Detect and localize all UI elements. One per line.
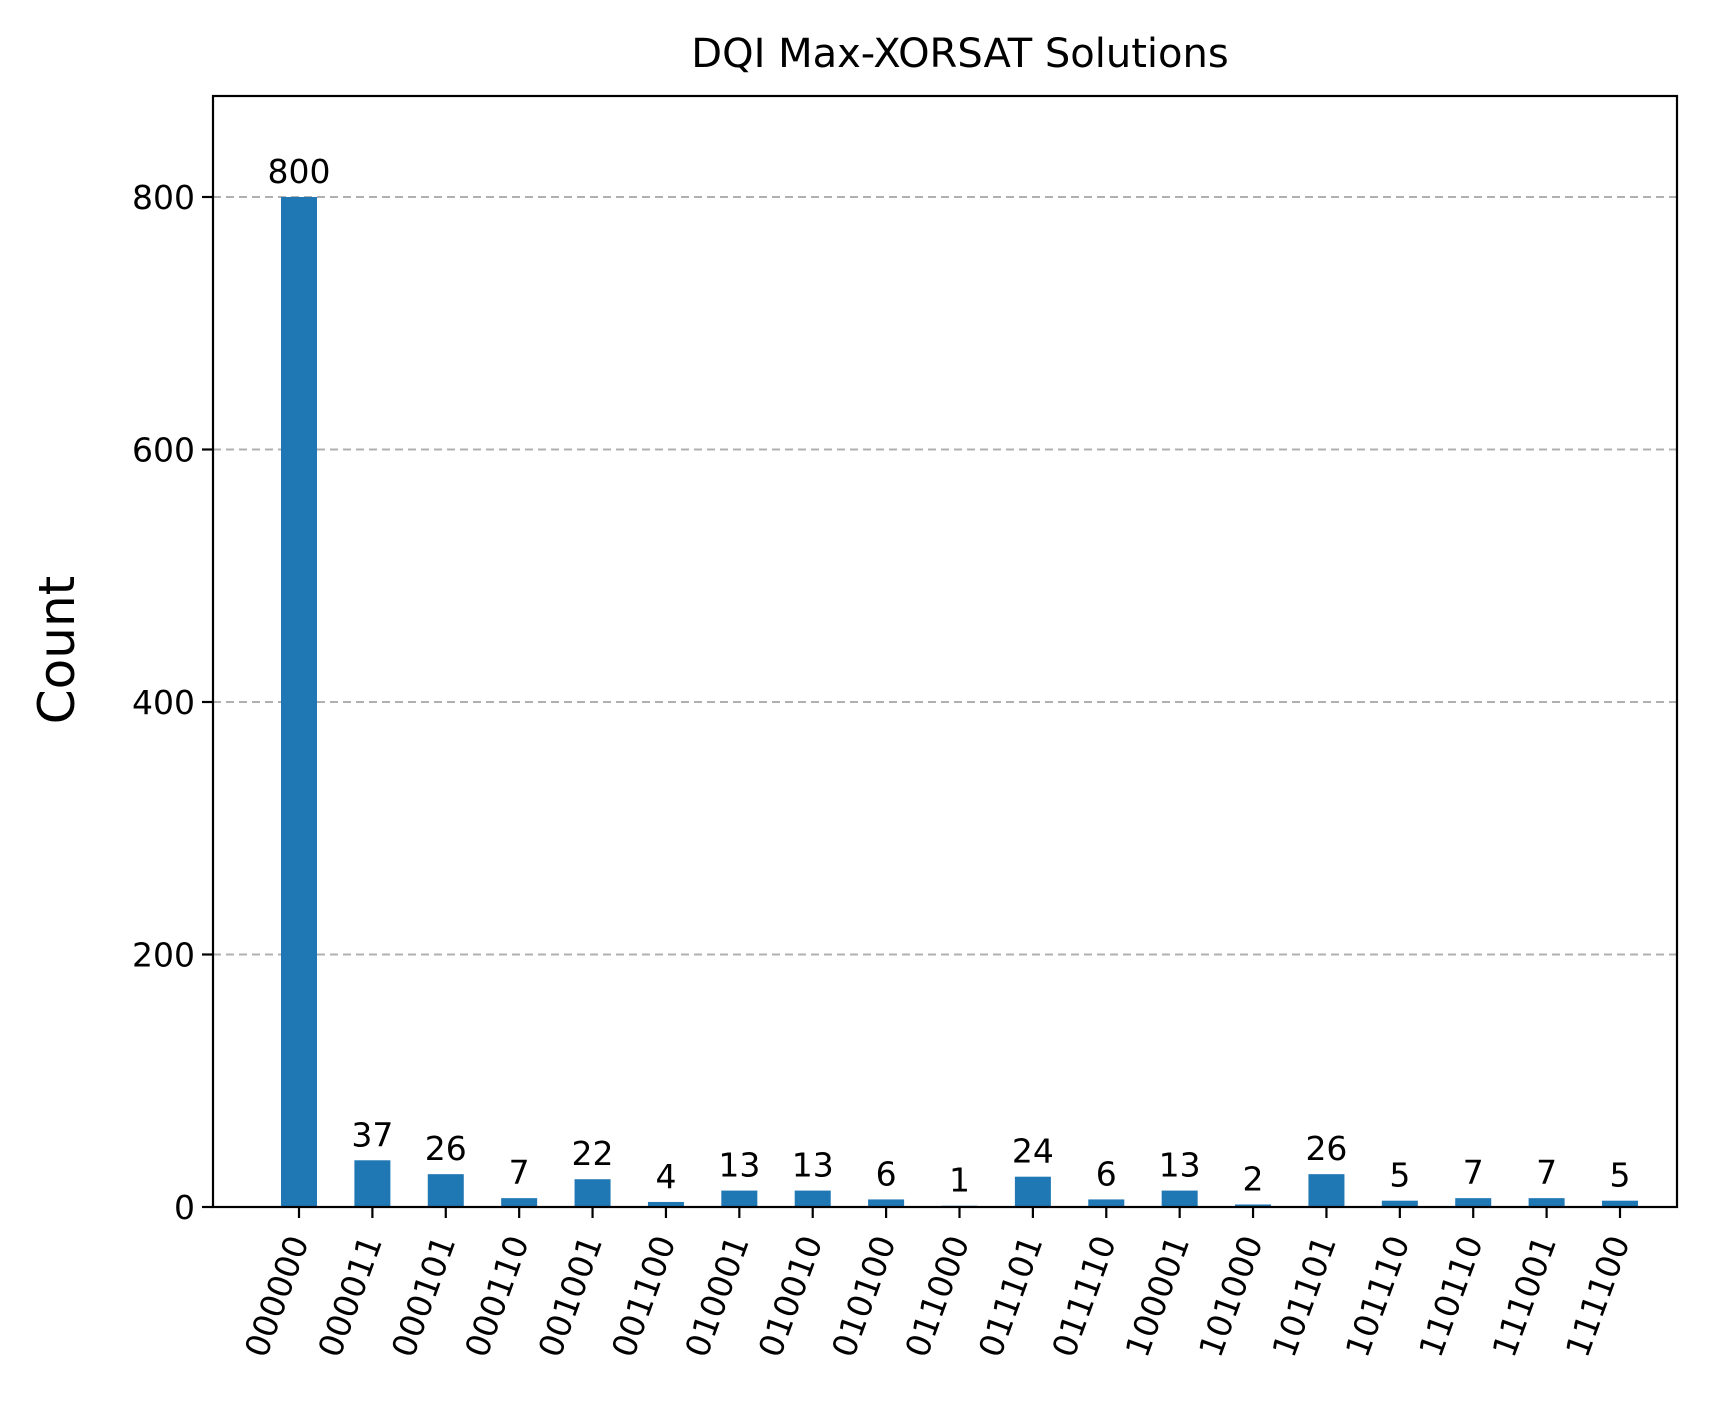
x-tick-label-111100: 111100 <box>1558 1230 1638 1362</box>
x-tick-label-011101: 011101 <box>971 1230 1051 1362</box>
bar-101000 <box>1235 1204 1272 1207</box>
x-tick-label-110110: 110110 <box>1411 1230 1491 1362</box>
bar-011110 <box>1088 1199 1125 1207</box>
x-tick-label-011000: 011000 <box>897 1230 977 1362</box>
y-tick-label: 400 <box>132 683 195 722</box>
data-label-111100: 5 <box>1610 1156 1631 1195</box>
plot-frame <box>211 94 1679 1209</box>
data-labels: 800 37 26 7 22 4 13 13 6 1 24 6 13 2 26 5 7 7 5 <box>268 152 1631 1200</box>
bar-111100 <box>1602 1200 1638 1207</box>
data-label-101110: 5 <box>1389 1156 1410 1195</box>
bar-010100 <box>868 1199 905 1207</box>
bar-000110 <box>501 1198 538 1207</box>
bar-011101 <box>1014 1176 1051 1207</box>
data-label-110110: 7 <box>1463 1153 1484 1192</box>
x-tick-label-001001: 001001 <box>530 1230 610 1362</box>
bar-001001 <box>574 1179 611 1207</box>
x-tick-label-101101: 101101 <box>1264 1230 1344 1362</box>
x-tick-label-100001: 100001 <box>1117 1230 1197 1362</box>
x-tick-label-101000: 101000 <box>1191 1230 1271 1362</box>
bar-000000 <box>281 197 317 1207</box>
x-tick-label-000000: 000000 <box>237 1230 317 1362</box>
bar-101110 <box>1381 1200 1418 1207</box>
y-tick-label: 0 <box>174 1188 195 1227</box>
data-label-011101: 24 <box>1012 1132 1054 1171</box>
data-label-000110: 7 <box>509 1153 530 1192</box>
data-label-000000: 800 <box>268 152 331 191</box>
x-tick-label-010010: 010010 <box>751 1230 831 1362</box>
data-label-011110: 6 <box>1096 1154 1117 1193</box>
data-label-001100: 4 <box>655 1157 676 1196</box>
data-label-010010: 13 <box>792 1146 834 1185</box>
bar-101101 <box>1308 1174 1345 1207</box>
x-tick-label-010001: 010001 <box>677 1230 757 1362</box>
y-tick-label: 600 <box>132 431 195 470</box>
x-tick-label-001100: 001100 <box>604 1230 684 1362</box>
chart-title: DQI Max-XORSAT Solutions <box>691 31 1228 77</box>
data-label-001001: 22 <box>572 1134 614 1173</box>
data-label-100001: 13 <box>1159 1146 1201 1185</box>
bar-010001 <box>721 1190 758 1207</box>
y-tick-label: 800 <box>132 178 195 217</box>
x-tick-label-000011: 000011 <box>310 1230 390 1362</box>
x-tick-label-000110: 000110 <box>457 1230 537 1362</box>
bars <box>281 197 1638 1207</box>
y-axis-ticks: 0 200 400 600 800 <box>132 178 213 1227</box>
x-tick-label-011110: 011110 <box>1044 1230 1124 1362</box>
data-label-011000: 1 <box>949 1161 970 1200</box>
data-label-111001: 7 <box>1536 1153 1557 1192</box>
data-label-000101: 26 <box>425 1129 467 1168</box>
bar-010010 <box>794 1190 831 1207</box>
data-label-101101: 26 <box>1305 1129 1347 1168</box>
data-label-101000: 2 <box>1243 1159 1264 1198</box>
gridlines <box>213 196 1677 956</box>
bar-000011 <box>354 1160 391 1207</box>
bar-111001 <box>1528 1198 1565 1207</box>
data-label-010100: 6 <box>876 1154 897 1193</box>
x-tick-label-000101: 000101 <box>384 1230 464 1362</box>
x-tick-label-101110: 101110 <box>1338 1230 1418 1362</box>
data-label-000011: 37 <box>351 1115 393 1154</box>
x-tick-label-111001: 111001 <box>1484 1230 1564 1362</box>
data-label-010001: 13 <box>718 1146 760 1185</box>
bar-000101 <box>427 1174 464 1207</box>
bar-110110 <box>1455 1198 1492 1207</box>
bar-100001 <box>1161 1190 1198 1207</box>
y-tick-label: 200 <box>132 936 195 975</box>
x-axis-ticks: 0000000000110001010001100010010011000100… <box>237 1207 1638 1362</box>
y-axis-label: Count <box>28 576 86 725</box>
bar-001100 <box>647 1201 684 1207</box>
x-tick-label-010100: 010100 <box>824 1230 904 1362</box>
